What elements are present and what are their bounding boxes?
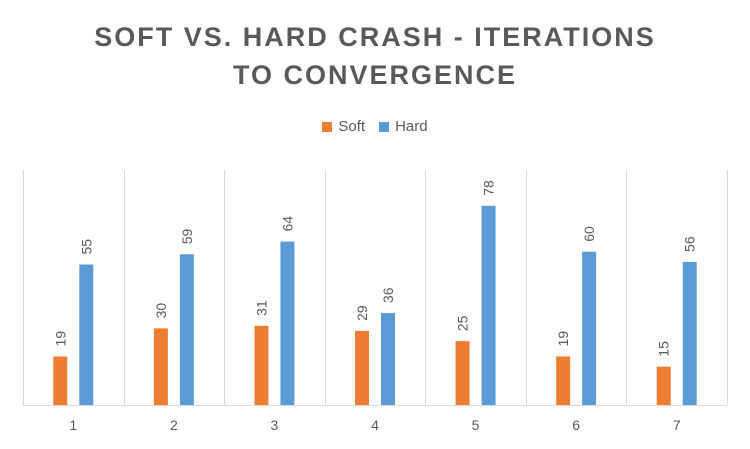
data-label-hard-5: 78 xyxy=(481,180,497,196)
data-label-hard-3: 64 xyxy=(279,216,295,232)
data-label-soft-5: 25 xyxy=(455,315,471,331)
bar-hard-6 xyxy=(582,251,597,405)
bar-hard-3 xyxy=(280,241,295,405)
chart-title-line-1: SOFT VS. HARD CRASH - ITERATIONS xyxy=(94,22,656,52)
bar-soft-2 xyxy=(153,328,168,405)
bar-soft-5 xyxy=(455,341,470,405)
bar-hard-2 xyxy=(179,254,194,405)
legend-item-soft: Soft xyxy=(322,118,365,135)
legend-label-hard: Hard xyxy=(395,118,428,135)
data-label-hard-2: 59 xyxy=(179,229,195,245)
bar-soft-6 xyxy=(556,356,571,405)
data-label-hard-1: 55 xyxy=(78,239,94,255)
x-tick-label-6: 6 xyxy=(572,417,580,433)
x-tick-label-1: 1 xyxy=(69,417,77,433)
bar-hard-7 xyxy=(682,261,697,405)
bar-hard-5 xyxy=(481,205,496,405)
x-tick-label-4: 4 xyxy=(371,417,379,433)
data-label-hard-4: 36 xyxy=(380,287,396,303)
bar-hard-1 xyxy=(79,264,94,405)
data-label-soft-3: 31 xyxy=(253,300,269,316)
chart-title: SOFT VS. HARD CRASH - ITERATIONS TO CONV… xyxy=(0,18,750,94)
legend-item-hard: Hard xyxy=(379,118,428,135)
data-label-soft-1: 19 xyxy=(52,331,68,347)
x-tick-label-2: 2 xyxy=(170,417,178,433)
x-tick-label-3: 3 xyxy=(271,417,279,433)
bar-soft-3 xyxy=(254,325,269,405)
x-tick-label-7: 7 xyxy=(673,417,681,433)
data-label-soft-2: 30 xyxy=(153,303,169,319)
legend-label-soft: Soft xyxy=(338,118,366,135)
bar-soft-4 xyxy=(355,330,369,405)
chart-title-line-2: TO CONVERGENCE xyxy=(232,60,518,90)
x-tick-label-5: 5 xyxy=(472,417,480,433)
legend-swatch-soft xyxy=(322,121,333,132)
bar-soft-1 xyxy=(53,356,68,405)
legend-swatch-hard xyxy=(379,121,390,132)
bar-hard-4 xyxy=(381,313,395,405)
data-label-soft-6: 19 xyxy=(555,331,571,347)
legend: Soft Hard xyxy=(0,118,750,135)
data-label-hard-7: 56 xyxy=(682,236,698,252)
data-label-soft-7: 15 xyxy=(656,341,672,357)
bar-soft-7 xyxy=(656,366,671,405)
data-label-soft-4: 29 xyxy=(354,305,370,321)
data-label-hard-6: 60 xyxy=(581,226,597,242)
